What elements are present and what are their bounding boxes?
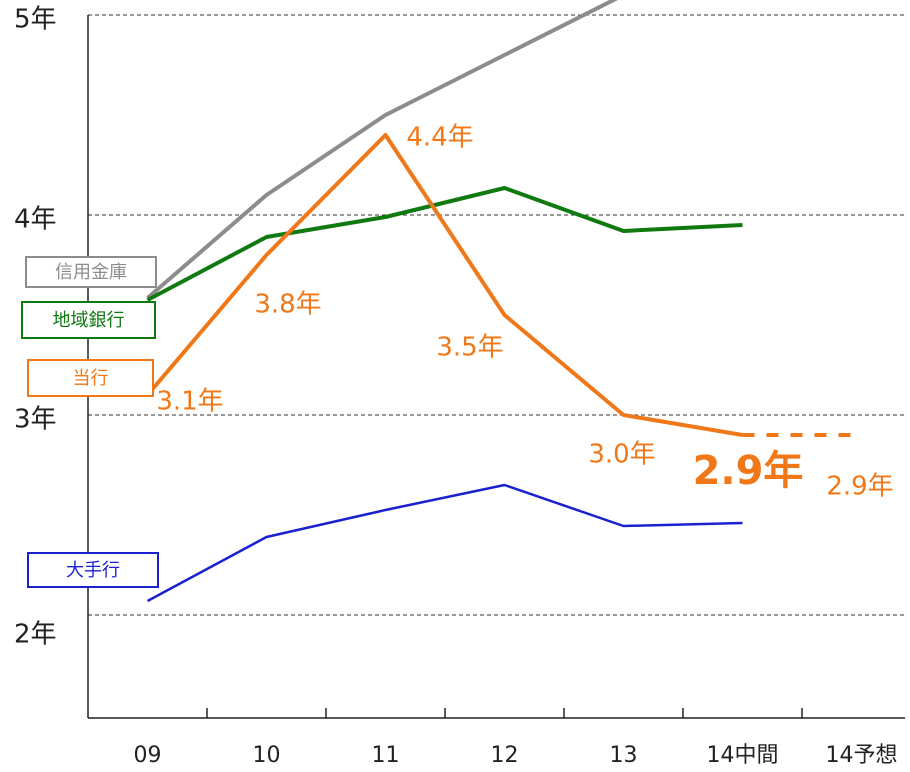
legend-label: 地域銀行 [53, 310, 125, 331]
x-tick-label: 11 [372, 743, 400, 768]
x-tick-label: 10 [253, 743, 281, 768]
data-label: 3.1年 [156, 387, 223, 417]
legend-label: 当行 [73, 368, 109, 389]
series-line [145, 133, 743, 437]
data-label: 2.9年 [693, 448, 804, 494]
legend-box [27, 552, 159, 588]
series-line [146, 186, 743, 302]
legend-label: 大手行 [66, 560, 120, 581]
series-line [146, 0, 619, 300]
series-line [146, 483, 743, 603]
x-tick-label: 13 [610, 743, 638, 768]
y-tick-label: 3年 [14, 405, 57, 435]
x-tick-label: 12 [491, 743, 519, 768]
data-label: 3.8年 [254, 290, 321, 320]
x-tick-label: 14予想 [826, 743, 898, 768]
data-label: 2.9年 [826, 472, 893, 502]
y-tick-label: 4年 [14, 205, 57, 235]
legend-box [27, 359, 154, 397]
y-tick-label: 5年 [14, 5, 57, 35]
plot [145, 0, 862, 603]
legend-box [25, 256, 157, 288]
y-tick-label: 2年 [14, 620, 57, 650]
x-tick-label: 09 [134, 743, 162, 768]
legend-box [21, 301, 156, 339]
legend-label: 信用金庫 [55, 262, 127, 283]
data-label: 4.4年 [406, 123, 473, 153]
x-tick-label: 14中間 [707, 743, 779, 768]
data-label: 3.5年 [436, 333, 503, 363]
data-label: 3.0年 [588, 440, 655, 470]
